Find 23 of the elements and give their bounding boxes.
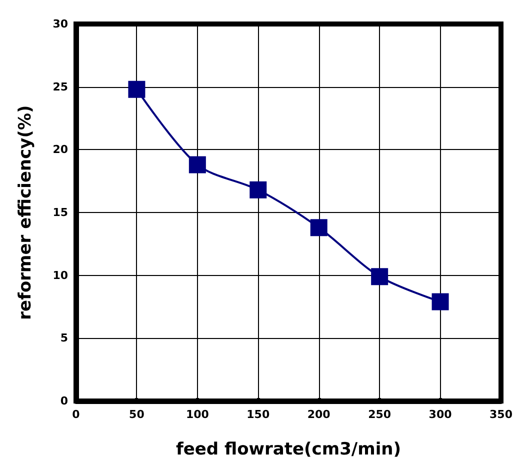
x-tick-label: 300: [428, 408, 452, 421]
point: [371, 268, 388, 286]
x-tick-label: 200: [307, 408, 331, 421]
x-axis-title: feed flowrate(cm3/min): [176, 440, 402, 460]
y-tick-label: 5: [60, 332, 68, 345]
point: [250, 181, 267, 198]
x-tick-label: 250: [368, 408, 392, 421]
y-tick-label: 10: [52, 268, 68, 282]
y-tick-label: 25: [52, 80, 68, 94]
y-tick-label: 30: [52, 18, 68, 30]
point: [310, 219, 328, 236]
y-axis-title: reformer efficiency(%): [16, 105, 36, 320]
x-tick-label: 350: [490, 408, 513, 421]
x-tick-label: 100: [186, 408, 210, 421]
y-tick-label: 0: [60, 394, 68, 408]
point: [128, 80, 146, 98]
x-tick-label: 0: [72, 408, 80, 421]
point: [188, 156, 206, 174]
x-tick-label: 50: [129, 408, 145, 421]
y-tick-label: 15: [52, 206, 68, 219]
y-tick-label: 20: [52, 143, 68, 156]
point: [432, 293, 449, 310]
x-tick-label: 150: [246, 408, 270, 421]
